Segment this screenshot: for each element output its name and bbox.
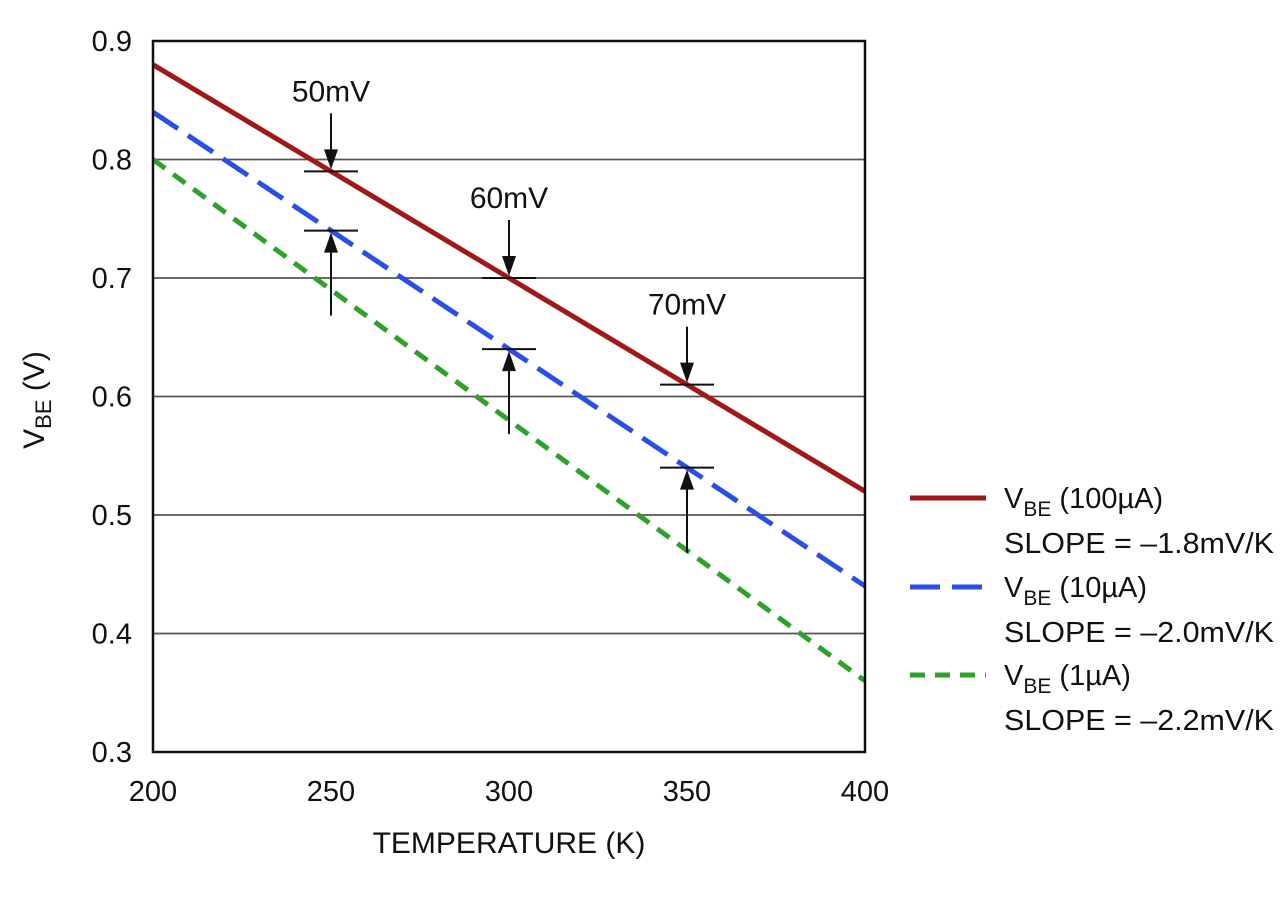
voltage-difference-annotations: 50mV 60mV 70mV (275, 71, 743, 553)
annotation-label-background (631, 284, 743, 321)
annotation-label-background (275, 71, 387, 108)
y-tick-label: 0.6 (92, 382, 132, 414)
legend-series-name: VBE (1µA) (1004, 660, 1131, 698)
legend-slope-label: SLOPE = –1.8mV/K (1004, 528, 1275, 560)
legend-slope-label: SLOPE = –2.2mV/K (1004, 705, 1275, 737)
y-axis-label: VBE (V) (18, 351, 56, 449)
x-tick-label: 350 (663, 776, 711, 808)
x-axis-label: TEMPERATURE (K) (373, 827, 646, 860)
annotation-label: 60mV (470, 182, 548, 215)
annotation-label: 70mV (648, 289, 726, 322)
x-tick-label: 300 (485, 776, 533, 808)
annotation-label: 50mV (292, 75, 370, 108)
y-tick-label: 0.7 (92, 263, 132, 295)
series-line-2 (153, 157, 865, 683)
x-tick-labels: 200 250 300 350 400 (129, 776, 889, 808)
legend-slope-label: SLOPE = –2.0mV/K (1004, 617, 1275, 649)
y-tick-labels: 0.3 0.4 0.5 0.6 0.7 0.8 0.9 (92, 26, 132, 769)
y-tick-label: 0.5 (92, 500, 132, 532)
y-tick-label: 0.4 (92, 619, 132, 651)
arrow-head-up (680, 469, 694, 490)
x-tick-label: 200 (129, 776, 177, 808)
x-tick-label: 250 (307, 776, 355, 808)
plot-frame (151, 39, 867, 754)
arrow-head-up (502, 351, 516, 372)
legend-item-1: VBE (10µA) SLOPE = –2.0mV/K (910, 572, 1275, 649)
arrow-head-down (502, 256, 516, 276)
annotation-50mV: 50mV (275, 71, 387, 316)
arrow-head-down (680, 362, 694, 383)
annotation-label-background (453, 178, 565, 214)
annotation-60mV: 60mV (453, 178, 565, 435)
y-tick-label: 0.8 (92, 145, 132, 177)
x-tick-label: 400 (841, 776, 889, 808)
y-tick-label: 0.3 (92, 737, 132, 769)
legend: VBE (100µA) SLOPE = –1.8mV/K VBE (10µA) SLO… (910, 483, 1275, 737)
legend-series-name: VBE (10µA) (1004, 572, 1147, 610)
legend-item-2: VBE (1µA) SLOPE = –2.2mV/K (910, 660, 1275, 737)
arrow-head-down (324, 149, 338, 170)
arrow-head-up (324, 232, 338, 253)
legend-series-name: VBE (100µA) (1004, 483, 1163, 521)
annotation-70mV: 70mV (631, 284, 743, 553)
y-tick-label: 0.9 (92, 26, 132, 58)
legend-item-0: VBE (100µA) SLOPE = –1.8mV/K (910, 483, 1275, 560)
